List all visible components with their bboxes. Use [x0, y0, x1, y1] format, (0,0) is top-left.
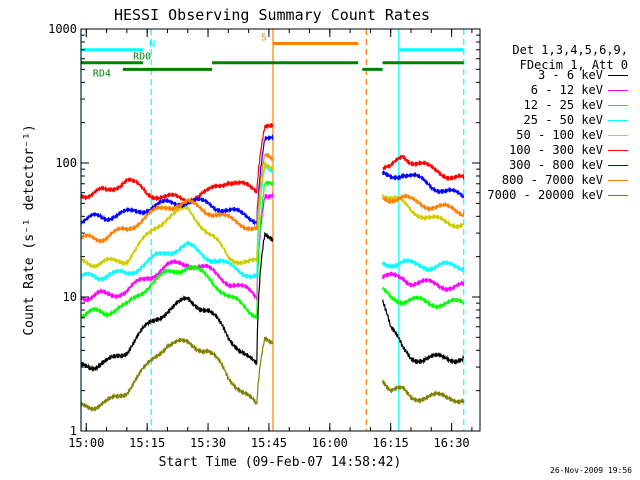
legend-item: 7000 - 20000 keV — [487, 188, 628, 202]
legend-swatch — [608, 74, 628, 76]
legend-label: 12 - 25 keV — [523, 98, 603, 112]
series-line — [382, 170, 465, 199]
legend-swatch — [608, 119, 628, 121]
series-line — [80, 161, 274, 269]
timestamp: 26-Nov-2009 19:56 — [550, 466, 632, 475]
legend-label: 300 - 800 keV — [509, 158, 603, 172]
legend-item: 50 - 100 keV — [516, 128, 628, 142]
series-line — [80, 133, 274, 227]
series-line — [80, 192, 274, 303]
legend-swatch — [608, 194, 628, 196]
x-tick-label: 16:30 — [434, 436, 470, 450]
series-line — [80, 164, 274, 283]
series-line — [80, 180, 274, 320]
series-line — [80, 231, 274, 372]
chart-title: HESSI Observing Summary Count Rates — [114, 6, 430, 24]
x-axis-ticks: 15:00 15:15 15:30 15:45 16:00 16:15 16:30 — [68, 29, 473, 450]
series-line — [80, 336, 274, 412]
x-tick-label: 15:45 — [251, 436, 287, 450]
legend-swatch — [608, 164, 628, 166]
mode-label: RD0 — [133, 52, 151, 63]
y-tick-label: 100 — [55, 156, 77, 170]
y-axis-label: Count Rate (s⁻¹ detector⁻¹) — [22, 124, 37, 335]
legend-item: 12 - 25 keV — [524, 98, 628, 112]
mode-annotations: N RD0 RD4 S — [81, 32, 464, 79]
mode-label: RD4 — [93, 68, 111, 79]
legend-label: 100 - 300 keV — [509, 143, 603, 157]
legend-title: Det 1,3,4,5,6,9, — [512, 43, 628, 57]
series-line — [382, 257, 465, 273]
series-line — [382, 380, 465, 406]
x-tick-label: 15:00 — [68, 436, 104, 450]
legend-swatch — [608, 179, 628, 181]
legend-item: 6 - 12 keV — [531, 83, 628, 97]
series-line — [382, 154, 465, 182]
x-tick-label: 15:15 — [129, 436, 165, 450]
mode-label: S — [261, 32, 267, 43]
legend-item: 25 - 50 keV — [524, 113, 628, 127]
legend-item: 800 - 7000 keV — [502, 173, 628, 187]
x-tick-label: 16:00 — [312, 436, 348, 450]
series-lines — [80, 122, 465, 412]
legend-label: 6 - 12 keV — [530, 83, 603, 97]
vertical-markers — [80, 29, 465, 431]
legend-title: FDecim 1, Att 0 — [519, 58, 628, 72]
x-axis-label: Start Time (09-Feb-07 14:58:42) — [159, 455, 402, 470]
legend-swatch — [608, 89, 628, 91]
legend-label: 800 - 7000 keV — [501, 173, 603, 187]
x-tick-label: 15:30 — [190, 436, 226, 450]
series-line — [80, 122, 274, 205]
series-line — [382, 192, 465, 218]
y-tick-label: 1 — [70, 424, 77, 438]
mode-label: N — [149, 39, 155, 50]
series-line — [382, 271, 465, 293]
x-tick-label: 16:15 — [373, 436, 409, 450]
legend-swatch — [608, 134, 628, 136]
y-tick-label: 10 — [63, 290, 77, 304]
legend-label: 25 - 50 keV — [523, 113, 603, 127]
legend-label: 50 - 100 keV — [516, 128, 603, 142]
legend-swatch — [608, 104, 628, 106]
legend-label: 7000 - 20000 keV — [487, 188, 603, 202]
y-tick-label: 1000 — [48, 22, 77, 36]
legend-item: 300 - 800 keV — [509, 158, 628, 172]
plot-frame — [80, 28, 481, 432]
legend-label: 3 - 6 keV — [537, 68, 603, 82]
y-axis-ticks: 1 10 100 1000 — [48, 22, 480, 438]
legend-item: 3 - 6 keV — [538, 68, 628, 82]
series-line — [382, 299, 465, 365]
legend-swatch — [608, 149, 628, 151]
series-line — [382, 193, 465, 230]
series-line — [80, 152, 274, 244]
legend-item: 100 - 300 keV — [509, 143, 628, 157]
series-line — [382, 286, 465, 310]
